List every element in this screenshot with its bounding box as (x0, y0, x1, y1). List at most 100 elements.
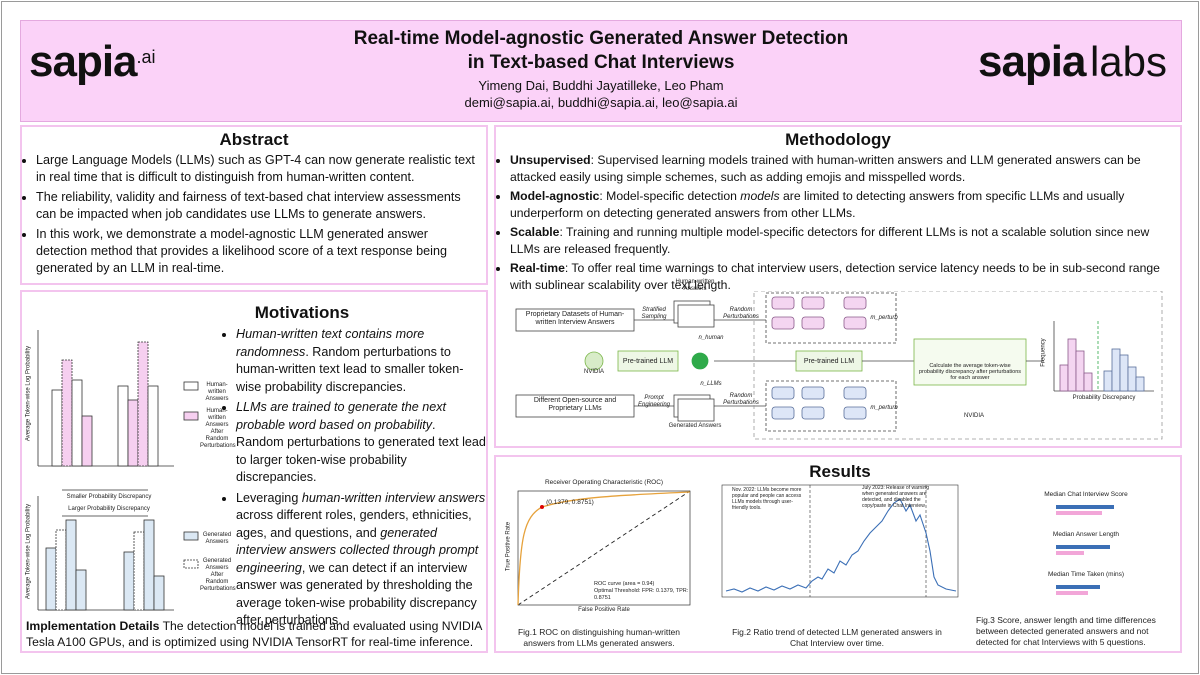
bullet-term: Real-time (510, 261, 565, 275)
bar (1056, 545, 1110, 549)
y-axis-label: Average Token-wise Log Probability (25, 345, 32, 442)
subplot-title: Median Time Taken (mins) (1047, 571, 1125, 578)
text-segment: . Random perturbations to generated text… (236, 417, 486, 485)
bullet: Scalable: Training and running multiple … (510, 224, 1170, 257)
hist (1103, 348, 1145, 392)
abstract-panel: Abstract Large Language Models (LLMs) su… (20, 125, 488, 285)
text-segment: are limited to detecting answers from sp… (510, 189, 1125, 220)
figure-label: Stratified Sampling (641, 307, 667, 320)
y-axis-label: True Positive Rate (505, 521, 512, 572)
figure-label: Random Perturbations (723, 307, 759, 320)
title-line: in Text-based Chat Interviews (467, 52, 735, 73)
diagonal (517, 490, 691, 606)
bullet: Unsupervised: Supervised learning models… (510, 152, 1170, 185)
title-block: Real-time Model-agnostic Generated Answe… (271, 27, 931, 111)
implementation-text: The detection model is trained and evalu… (26, 619, 482, 649)
figure-1: Receiver Operating Characteristic (ROC) … (504, 477, 694, 653)
bullet: Model-agnostic: Model-specific detection… (510, 188, 1170, 221)
bar (153, 575, 165, 611)
emails: demi@sapia.ai, buddhi@sapia.ai, leo@sapi… (464, 95, 738, 110)
bullet: Human-written text contains more randomn… (236, 326, 486, 396)
legend-label: Human-written Answers (205, 382, 229, 402)
implementation: Implementation Details The detection mod… (26, 618, 484, 650)
bar (65, 519, 77, 611)
figure-label: Human-written Answers (675, 279, 715, 292)
methodology-panel: Methodology Unsupervised: Supervised lea… (494, 125, 1182, 448)
motivation-figure-shapes (37, 330, 199, 611)
bar (117, 385, 129, 467)
figure-label: m_perturb (870, 405, 898, 411)
subplot-title: Median Answer Length (1052, 531, 1120, 538)
section-heading: Abstract (219, 130, 289, 149)
group (765, 380, 897, 432)
bullet: The reliability, validity and fairness o… (36, 189, 478, 223)
legend-swatch (183, 411, 199, 421)
bullet-term: Model-agnostic (510, 189, 600, 203)
top-plot (37, 330, 199, 491)
plot-frame (721, 484, 959, 598)
bar (55, 529, 67, 611)
figure-label: Prompt Engineering (637, 395, 671, 408)
figure-label: Random Perturbations (723, 393, 759, 406)
box (913, 338, 1027, 386)
annotation: Smaller Probability Discrepancy (66, 494, 152, 500)
bullet: Real-time: To offer real time warnings t… (510, 260, 1170, 293)
figure-label: Pre-trained LLM (803, 358, 855, 365)
figure-label: Frequency (1040, 338, 1047, 367)
caption: Fig.2 Ratio trend of detected LLM genera… (732, 627, 942, 648)
figure-label: m_perturb (870, 315, 898, 321)
motivation-figure: Average Token-wise Log Probability Avera… (24, 320, 236, 612)
logo-left-word: sapia (29, 37, 138, 86)
legend-swatch (183, 559, 199, 569)
section-heading: Methodology (785, 130, 891, 149)
subplot-title: Median Chat Interview Score (1044, 491, 1128, 498)
text-segment: : To offer real time warnings to chat in… (510, 261, 1160, 292)
text-segment: : Training and running multiple model-sp… (510, 225, 1150, 256)
text-segment: : Supervised learning models trained wit… (510, 153, 1141, 184)
legend-swatch (183, 381, 199, 391)
figure-label: n_human (698, 335, 724, 341)
legend-label: ROC curve (area = 0.94) (594, 581, 655, 587)
text-segment: LLMs are trained to generate the next pr… (236, 400, 447, 432)
bar (147, 385, 159, 467)
threshold-point (540, 505, 544, 509)
bullet: In this work, we demonstrate a model-agn… (36, 226, 478, 277)
text-segment: . Random perturbations to human-written … (236, 344, 464, 394)
trend-line (725, 498, 957, 593)
title-line: Real-time Model-agnostic Generated Answe… (353, 28, 849, 49)
text-segment: models (740, 189, 780, 203)
bar (143, 519, 155, 611)
bullet-term: Unsupervised (510, 153, 591, 167)
bar (1056, 591, 1088, 595)
hist (1059, 338, 1093, 392)
doc-stack (677, 304, 715, 328)
answer-boxes (771, 386, 867, 420)
pipeline-shapes (515, 290, 1163, 440)
text-segment: Human-written text contains more randomn… (236, 327, 425, 359)
legend-label: Generated Answers After Random Perturbat… (200, 558, 236, 592)
bar (1056, 551, 1084, 555)
doc-stack (677, 398, 715, 422)
caption: Fig.1 ROC on distinguishing human-writte… (517, 627, 681, 648)
authors: Yimeng Dai, Buddhi Jayatilleke, Leo Pham (478, 78, 724, 93)
methodology-bullets: Unsupervised: Supervised learning models… (496, 152, 1180, 293)
text-segment: human-written interview answers (301, 490, 486, 505)
subplot (1056, 505, 1114, 595)
results-panel: Results Receiver Operating Characteristi… (494, 455, 1182, 653)
y-axis-label: Average Token-wise Log Probability (25, 503, 32, 600)
bar (1056, 505, 1114, 509)
legend-label: Human-written Answers After Random Pertu… (200, 408, 236, 449)
figure-label: Calculate the average token-wise probabi… (918, 363, 1022, 381)
legend-label: Generated Answers (202, 532, 232, 545)
icon (691, 352, 709, 370)
text-segment: Leveraging (236, 490, 302, 505)
bullet: LLMs are trained to generate the next pr… (236, 399, 486, 487)
annotation: July 2023: Release of warning when gener… (862, 485, 929, 509)
bullet: Leveraging human-written interview answe… (236, 490, 486, 630)
roc-shapes (517, 490, 691, 606)
bullet-term: Scalable (510, 225, 560, 239)
section-heading: Results (809, 462, 871, 481)
header: sapia.ai Real-time Model-agnostic Genera… (20, 20, 1182, 122)
